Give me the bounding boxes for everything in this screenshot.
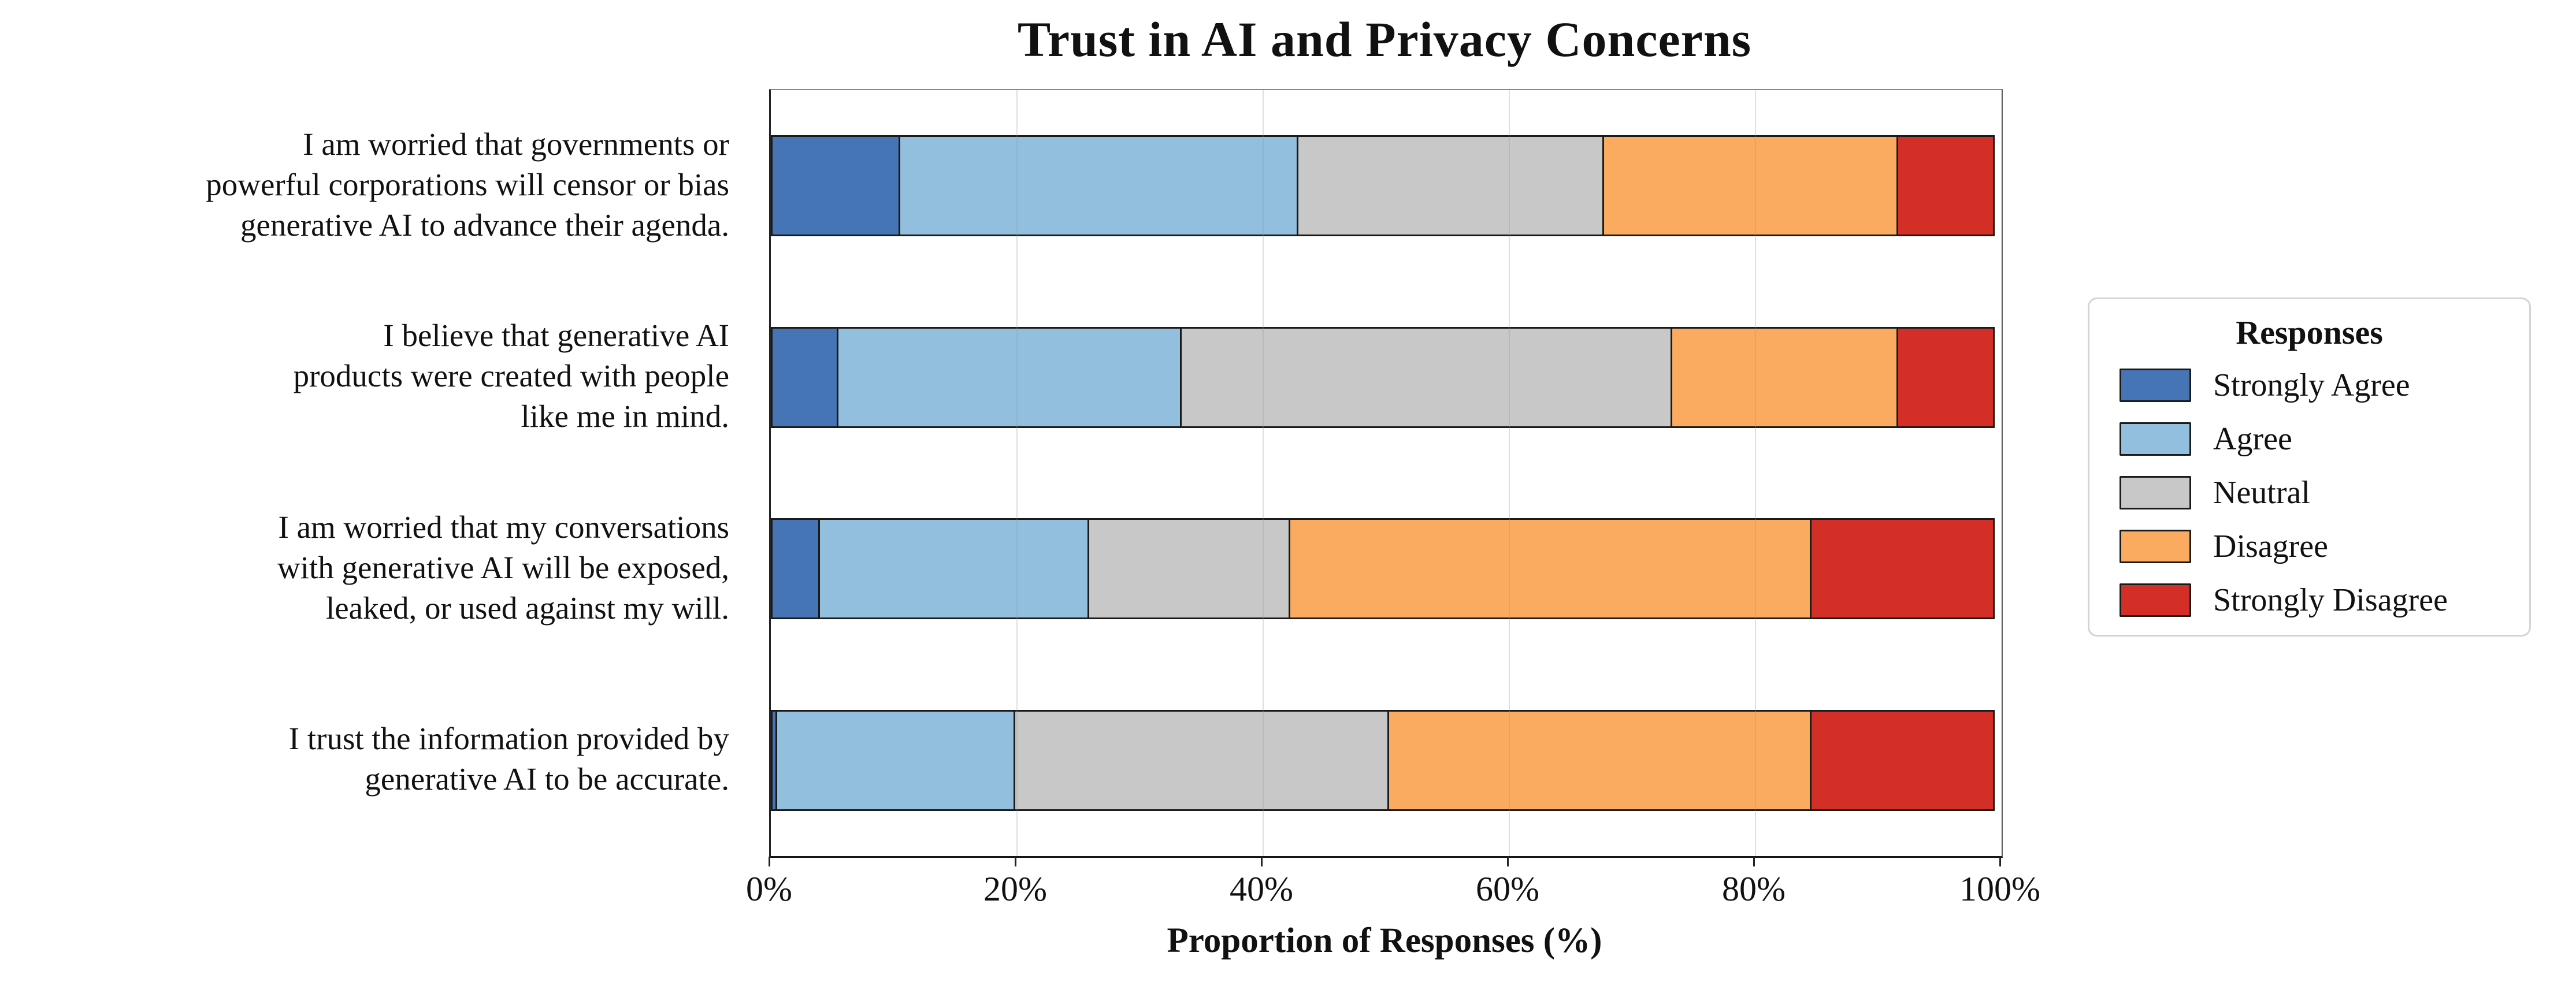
legend-swatch-strongly-disagree (2120, 583, 2191, 617)
bar-segment-strongly-disagree (1896, 326, 1995, 428)
legend-swatch-strongly-agree (2120, 368, 2191, 402)
x-tick-mark (768, 857, 770, 866)
legend-swatch-agree (2120, 422, 2191, 456)
y-category-label-line: I am worried that governments or (303, 126, 729, 162)
x-tick-label: 60% (1476, 870, 1539, 908)
y-category-label: I trust the information provided by gener… (0, 719, 749, 799)
bar-segment-strongly-agree (771, 518, 821, 620)
y-category-label-line: generative AI to be accurate. (365, 761, 729, 797)
bar-segment-disagree (1602, 135, 1898, 237)
x-tick-label: 40% (1230, 870, 1293, 908)
legend-item-strongly-agree: Strongly Agree (2089, 358, 2529, 412)
gridline (1016, 90, 1018, 856)
gridline (2001, 90, 2002, 856)
legend-item-label: Strongly Disagree (2213, 582, 2448, 618)
bar-row (771, 709, 2002, 811)
bar-segment-neutral (1296, 135, 1605, 237)
legend-swatch-neutral (2120, 475, 2191, 509)
y-category-label-line: products were created with people (293, 358, 729, 394)
y-category-label-line: like me in mind. (521, 399, 729, 434)
bar-segment-strongly-agree (771, 326, 839, 428)
x-axis-title: Proportion of Responses (%) (1167, 921, 1602, 960)
legend-item-neutral: Neutral (2089, 466, 2529, 519)
bar-segment-strongly-disagree (1810, 709, 1995, 811)
legend-item-label: Neutral (2213, 474, 2310, 511)
y-category-label: I am worried that governments or powerful… (0, 124, 749, 245)
y-category-label: I am worried that my conversations with g… (0, 507, 749, 628)
plot-area (769, 89, 2003, 858)
bar-row (771, 135, 2002, 237)
bar-segment-strongly-disagree (1896, 135, 1995, 237)
bar-row (771, 518, 2002, 620)
bar-segment-agree (898, 135, 1298, 237)
legend-item-label: Disagree (2213, 528, 2329, 564)
gridline (1755, 90, 1756, 856)
x-tick-mark (1999, 857, 2001, 866)
y-category-label-line: powerful corporations will censor or bia… (206, 166, 729, 202)
x-tick-label: 100% (1959, 870, 2040, 908)
bar-row (771, 326, 2002, 428)
gridline (1263, 90, 1264, 856)
legend-item-label: Strongly Agree (2213, 367, 2410, 403)
bar-segment-disagree (1387, 709, 1812, 811)
legend-title: Responses (2236, 314, 2383, 351)
bar-segment-neutral (1087, 518, 1291, 620)
y-category-label-line: generative AI to advance their agenda. (240, 207, 729, 243)
gridline (1509, 90, 1510, 856)
bar-segment-agree (775, 709, 1015, 811)
legend-item-strongly-disagree: Strongly Disagree (2089, 573, 2529, 627)
legend-item-label: Agree (2213, 421, 2292, 457)
bar-segment-agree (837, 326, 1182, 428)
x-tick-mark (1753, 857, 1755, 866)
bar-segment-strongly-agree (771, 135, 900, 237)
x-tick-mark (1014, 857, 1016, 866)
legend-item-disagree: Disagree (2089, 519, 2529, 573)
bar-segment-disagree (1670, 326, 1898, 428)
legend-item-agree: Agree (2089, 412, 2529, 466)
bar-segment-strongly-disagree (1810, 518, 1995, 620)
y-category-label-line: I am worried that my conversations (278, 509, 729, 545)
legend: Responses Strongly Agree Agree Neutral Disa… (2088, 297, 2531, 637)
y-category-label-line: with generative AI will be exposed, (277, 549, 729, 585)
y-category-label: I believe that generative AI products wer… (0, 315, 749, 437)
y-category-label-line: leaked, or used against my will. (325, 590, 729, 626)
legend-items: Strongly Agree Agree Neutral Disagree Strong… (2089, 358, 2529, 627)
bar-segment-neutral (1179, 326, 1672, 428)
x-tick-mark (1506, 857, 1509, 866)
bar-segment-agree (818, 518, 1089, 620)
x-tick-label: 0% (746, 870, 792, 908)
y-category-label-line: I believe that generative AI (383, 318, 729, 354)
y-axis-labels: I am worried that governments or powerful… (0, 89, 749, 855)
legend-swatch-disagree (2120, 529, 2191, 563)
bar-segment-disagree (1289, 518, 1812, 620)
x-tick-label: 20% (983, 870, 1047, 908)
chart-title: Trust in AI and Privacy Concerns (1017, 12, 1752, 67)
x-tick-mark (1260, 857, 1263, 866)
y-category-label-line: I trust the information provided by (288, 721, 729, 757)
x-tick-label: 80% (1722, 870, 1786, 908)
bar-segment-neutral (1013, 709, 1389, 811)
